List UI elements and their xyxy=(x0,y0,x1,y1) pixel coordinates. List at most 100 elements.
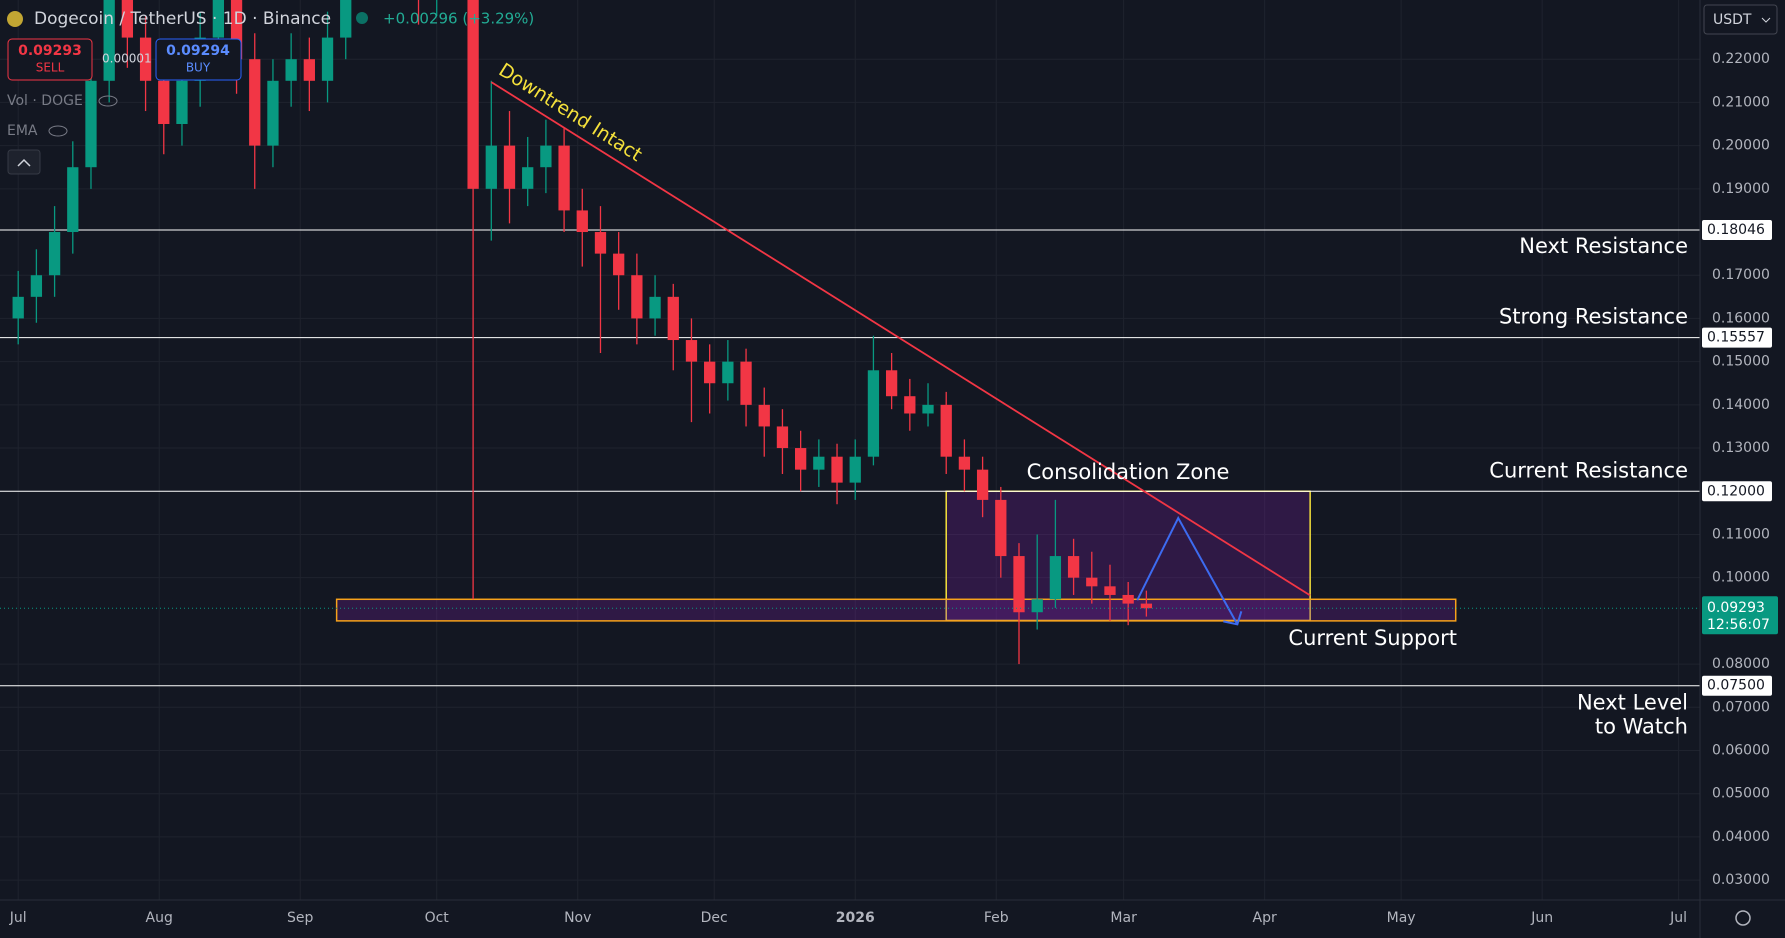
x-tick-label: Apr xyxy=(1253,910,1277,926)
zone xyxy=(335,598,1457,622)
status-dot xyxy=(356,12,368,24)
buy-button[interactable] xyxy=(155,38,242,81)
x-tick-label: Jul xyxy=(1669,910,1687,926)
candle-body xyxy=(922,404,934,414)
zone-label: Current Support xyxy=(1288,626,1457,650)
x-tick-label: Oct xyxy=(425,910,450,926)
level-price: 0.12000 xyxy=(1707,483,1765,499)
candle-body xyxy=(631,275,643,319)
y-tick-label: 0.13000 xyxy=(1712,440,1770,456)
x-tick-label: Nov xyxy=(564,910,591,926)
level-label: Next Level to Watch xyxy=(1577,691,1688,739)
sell-price: 0.09293 xyxy=(18,43,82,59)
candle-body xyxy=(831,456,843,483)
collapse-button[interactable] xyxy=(7,149,41,175)
candle-body xyxy=(1122,594,1134,604)
candle-body xyxy=(613,253,625,276)
candle-body xyxy=(321,37,334,81)
projection-arrowhead xyxy=(1223,611,1243,626)
y-tick-label: 0.14000 xyxy=(1712,397,1770,413)
candle-body xyxy=(522,167,534,189)
plot-area xyxy=(0,0,1700,687)
candle-body xyxy=(995,499,1007,557)
ema-indicator[interactable]: EMA xyxy=(7,123,38,139)
x-tick-label: 2026 xyxy=(836,910,875,926)
level-price: 0.18046 xyxy=(1707,222,1765,238)
y-tick-label: 0.03000 xyxy=(1712,872,1770,888)
level-label: Next Resistance xyxy=(1519,234,1688,258)
candle-body xyxy=(740,361,752,405)
candle-body xyxy=(230,0,243,60)
candle-body xyxy=(1104,586,1116,595)
y-tick-label: 0.05000 xyxy=(1712,786,1770,802)
candle-body xyxy=(594,232,607,254)
candle-body xyxy=(67,167,79,233)
change: +0.00296 (+3.29%) xyxy=(383,10,534,28)
hide-icon[interactable] xyxy=(48,125,68,137)
level-price: 0.07500 xyxy=(1707,678,1765,694)
y-tick-label: 0.08000 xyxy=(1712,656,1770,672)
header: Dogecoin / TetherUS · 1D · Binance +0.00… xyxy=(7,4,1778,926)
x-tick-label: Sep xyxy=(287,910,314,926)
level-label-line: to Watch xyxy=(1595,715,1688,739)
y-tick-label: 0.15000 xyxy=(1712,354,1770,370)
countdown: 12:56:07 xyxy=(1707,617,1770,633)
candle-body xyxy=(976,469,989,500)
level-label: Current Resistance xyxy=(1489,458,1688,482)
candle-body xyxy=(139,37,152,81)
level-price-box xyxy=(1702,327,1772,348)
candle-body xyxy=(1140,603,1153,609)
buy-price: 0.09294 xyxy=(166,43,230,59)
candle-body xyxy=(503,145,516,189)
candle-body xyxy=(685,340,698,362)
x-tick-label: Mar xyxy=(1110,910,1137,926)
y-tick-label: 0.17000 xyxy=(1712,267,1770,283)
grid xyxy=(0,0,1700,900)
projection-path xyxy=(1136,515,1239,625)
volume-indicator[interactable]: Vol · DOGE xyxy=(7,93,83,109)
buy-label: BUY xyxy=(186,61,211,75)
candle-body xyxy=(85,80,97,168)
y-tick-label: 0.22000 xyxy=(1712,51,1770,67)
level-price: 0.15557 xyxy=(1707,330,1765,346)
candle-body xyxy=(1067,556,1080,578)
candle-body xyxy=(103,0,115,81)
candle-body xyxy=(176,80,188,125)
currency-select[interactable] xyxy=(1703,4,1778,35)
x-tick-label: Jun xyxy=(1530,910,1553,926)
candle-body xyxy=(303,59,315,81)
candle-body xyxy=(267,80,279,146)
candle-body xyxy=(48,232,61,276)
level-price-box xyxy=(1702,220,1772,241)
settings-icon[interactable] xyxy=(1735,910,1751,926)
candle-body xyxy=(540,145,552,168)
candle-body xyxy=(1031,599,1043,613)
candle-body xyxy=(867,370,880,457)
candle-body xyxy=(558,145,570,211)
y-tick-label: 0.19000 xyxy=(1712,181,1770,197)
candle-body xyxy=(30,275,43,297)
candle-body xyxy=(813,456,825,470)
candle-body xyxy=(649,296,661,319)
candle-body xyxy=(849,456,861,483)
candle-body xyxy=(940,404,952,457)
level-price-box xyxy=(1702,481,1772,502)
sell-button[interactable] xyxy=(7,38,93,81)
candle-body xyxy=(121,0,134,38)
candle-body xyxy=(158,80,170,125)
y-tick-label: 0.06000 xyxy=(1712,743,1770,759)
candle-body xyxy=(776,426,789,449)
candle-body xyxy=(667,296,679,341)
x-tick-label: Feb xyxy=(984,910,1009,926)
y-tick-label: 0.10000 xyxy=(1712,570,1770,586)
candle-body xyxy=(885,370,898,397)
zone-label: Consolidation Zone xyxy=(1027,460,1230,484)
symbol-title: Dogecoin / TetherUS · 1D · Binance xyxy=(34,9,331,29)
hide-icon[interactable] xyxy=(98,95,118,107)
collapse-icon xyxy=(17,158,31,167)
x-tick-label: Aug xyxy=(146,910,173,926)
candle-body xyxy=(249,59,261,146)
candle-body xyxy=(1013,556,1025,613)
candle-body xyxy=(758,404,770,427)
